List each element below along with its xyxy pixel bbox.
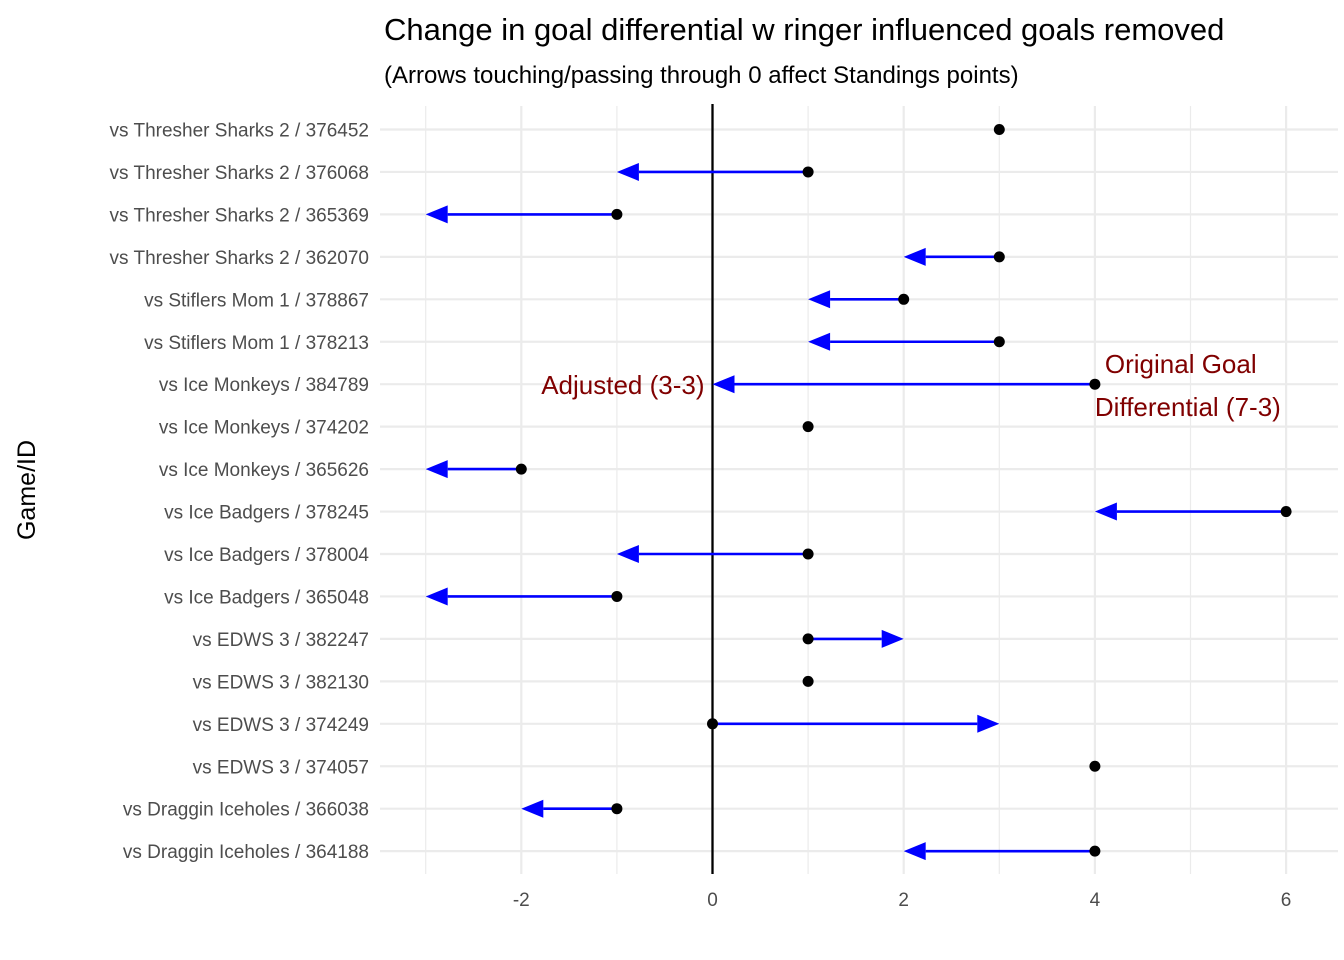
arrow-head bbox=[425, 587, 448, 606]
arrows-layer bbox=[425, 162, 1287, 861]
x-tick-label: 2 bbox=[898, 890, 909, 911]
data-point bbox=[611, 803, 623, 815]
x-tick-label: -2 bbox=[513, 890, 530, 911]
original-annotation-line1: Original Goal bbox=[1105, 349, 1257, 379]
y-axis-title: Game/ID bbox=[13, 440, 41, 540]
y-tick-label: vs Thresher Sharks 2 / 362070 bbox=[110, 248, 369, 269]
x-tick-label: 6 bbox=[1281, 890, 1292, 911]
data-point bbox=[611, 208, 623, 220]
y-tick-label: vs Ice Badgers / 378004 bbox=[164, 545, 369, 566]
y-tick-label: vs Thresher Sharks 2 / 376068 bbox=[110, 163, 369, 184]
y-tick-label: vs Thresher Sharks 2 / 365369 bbox=[110, 205, 369, 226]
data-point bbox=[802, 548, 814, 560]
arrow-head bbox=[425, 205, 448, 224]
y-tick-label: vs Ice Badgers / 365048 bbox=[164, 587, 369, 608]
y-tick-label: vs EDWS 3 / 382130 bbox=[193, 672, 369, 693]
data-point bbox=[802, 633, 814, 645]
data-point bbox=[611, 590, 623, 602]
y-tick-label: vs Draggin Iceholes / 364188 bbox=[123, 842, 369, 863]
data-point bbox=[707, 718, 718, 730]
data-point bbox=[1089, 378, 1101, 390]
arrow-head bbox=[903, 842, 926, 861]
y-tick-label: vs Ice Badgers / 378245 bbox=[164, 503, 369, 524]
y-tick-label: vs Ice Monkeys / 384789 bbox=[159, 375, 369, 396]
arrow-head bbox=[808, 290, 831, 309]
data-point bbox=[802, 675, 814, 687]
arrow-head bbox=[616, 162, 639, 181]
chart-title: Change in goal differential w ringer inf… bbox=[384, 12, 1224, 47]
arrow-head bbox=[903, 247, 926, 266]
y-tick-label: vs Thresher Sharks 2 / 376452 bbox=[110, 121, 369, 142]
arrow-head bbox=[977, 714, 1000, 733]
x-axis-ticks: -2 0 2 4 6 bbox=[513, 890, 1292, 911]
y-tick-label: vs EDWS 3 / 374057 bbox=[193, 757, 369, 778]
y-axis-labels: vs Thresher Sharks 2 / 376452 vs Thresher… bbox=[110, 121, 370, 864]
data-point bbox=[1089, 760, 1101, 772]
data-point bbox=[515, 463, 527, 475]
chart-subtitle: (Arrows touching/passing through 0 affec… bbox=[384, 62, 1019, 89]
arrow-head bbox=[808, 332, 831, 351]
data-point bbox=[802, 421, 814, 433]
y-tick-label: vs Draggin Iceholes / 366038 bbox=[123, 800, 369, 821]
arrow-head bbox=[712, 375, 735, 394]
data-point bbox=[993, 251, 1005, 263]
x-tick-label: 4 bbox=[1090, 890, 1101, 911]
arrow-head bbox=[521, 799, 544, 818]
y-tick-label: vs Stiflers Mom 1 / 378213 bbox=[144, 333, 369, 354]
data-point bbox=[898, 293, 910, 305]
annotations-layer: Adjusted (3-3) Original Goal Differential … bbox=[541, 349, 1281, 422]
y-tick-label: vs Ice Monkeys / 374202 bbox=[159, 418, 369, 439]
points-layer bbox=[515, 124, 1292, 857]
data-point bbox=[1089, 845, 1101, 857]
data-point bbox=[993, 124, 1005, 135]
adjusted-annotation: Adjusted (3-3) bbox=[541, 370, 704, 400]
arrow-head bbox=[1094, 502, 1117, 521]
original-annotation-line2: Differential (7-3) bbox=[1095, 392, 1281, 422]
grid-lines bbox=[380, 106, 1338, 874]
y-tick-label: vs Stiflers Mom 1 / 378867 bbox=[144, 290, 369, 311]
y-tick-label: vs EDWS 3 / 374249 bbox=[193, 715, 369, 736]
arrow-head bbox=[425, 460, 448, 479]
data-point bbox=[802, 166, 814, 178]
data-point bbox=[1280, 506, 1292, 518]
arrow-head bbox=[881, 629, 904, 648]
arrow-head bbox=[616, 545, 639, 563]
data-point bbox=[993, 336, 1005, 348]
y-tick-label: vs EDWS 3 / 382247 bbox=[193, 630, 369, 651]
x-tick-label: 0 bbox=[707, 890, 718, 911]
y-tick-label: vs Ice Monkeys / 365626 bbox=[159, 460, 369, 481]
